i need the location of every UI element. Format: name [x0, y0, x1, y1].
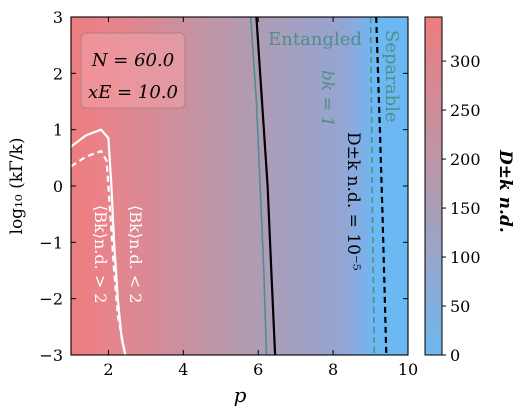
colorbar-tick-label: 300 — [450, 52, 481, 71]
parameter-box: N = 60.0 xE = 10.0 — [80, 32, 186, 109]
y-tick-label: −3 — [39, 346, 63, 365]
colorbar-tick-label: 150 — [450, 199, 481, 218]
colorbar-tick-label: 0 — [450, 346, 460, 365]
y-tick-label: −2 — [39, 290, 63, 309]
y-tick-label: −1 — [39, 233, 63, 252]
entangled-label: Entangled — [268, 29, 362, 50]
x-axis-label: p — [234, 383, 247, 407]
x-tick-label: 2 — [103, 360, 113, 379]
x-tick-label: 6 — [253, 360, 263, 379]
y-tick-label: 2 — [53, 64, 63, 83]
colorbar-label: D±k n.d. — [495, 149, 515, 233]
bk-lt-contour-label: ⟨Bk⟩n.d. < 2 — [126, 205, 145, 303]
param-xe: xE = 10.0 — [88, 82, 178, 103]
param-n: N = 60.0 — [91, 50, 174, 71]
bk-gt-contour-label: ⟨Bk⟩n.d. > 2 — [91, 205, 110, 303]
y-axis-label: log₁₀ (kΓ/k) — [7, 138, 27, 235]
contour-line-5 — [71, 149, 127, 355]
distinguishability-contour-label: D±k n.d. = 10⁻⁵ — [343, 132, 363, 271]
colorbar — [424, 16, 443, 356]
y-tick-label: 3 — [53, 8, 63, 27]
separable-label: Separable — [381, 30, 402, 123]
contour-line-3 — [369, 17, 376, 355]
colorbar-tick-label: 250 — [450, 101, 481, 120]
y-tick-label: 1 — [53, 121, 63, 140]
colorbar-tick-label: 200 — [450, 150, 481, 169]
x-tick-label: 8 — [328, 360, 338, 379]
contour-line-0 — [255, 17, 277, 355]
bk-contour-label: bk = 1 — [317, 70, 337, 127]
contour-line-2 — [249, 17, 268, 355]
colorbar-tick-label: 50 — [450, 297, 470, 316]
x-tick-label: 10 — [398, 360, 418, 379]
colorbar-tick-label: 100 — [450, 248, 481, 267]
y-tick-label: 0 — [53, 177, 63, 196]
contour-line-4 — [71, 128, 127, 355]
x-tick-label: 4 — [178, 360, 188, 379]
contour-line-1 — [375, 17, 388, 355]
